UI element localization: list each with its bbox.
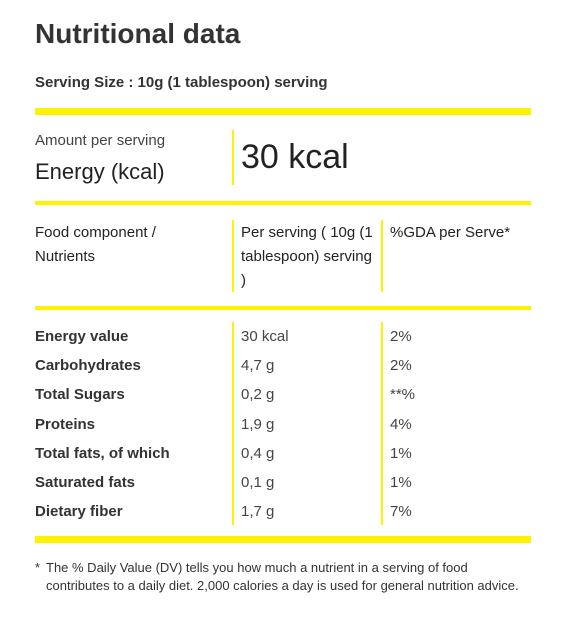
nutrient-name: Total fats, of which [35, 444, 170, 462]
column-divider [381, 220, 383, 292]
serving-size: Serving Size : 10g (1 tablespoon) servin… [35, 74, 328, 91]
nutrient-name: Energy value [35, 328, 129, 345]
per-serving: 0,2 g [241, 386, 275, 404]
gda-percent: 1% [390, 444, 412, 462]
header-cell: %GDA per Serve* [390, 224, 511, 241]
nutrient-name: Dietary fiber [35, 503, 123, 521]
gda-percent: 2% [390, 357, 412, 375]
per-serving: 0,1 g [241, 474, 275, 491]
nutrient-name: Total Sugars [35, 386, 125, 404]
column-divider [381, 322, 383, 525]
nutrient-name: Proteins [35, 415, 96, 433]
gda-percent: 4% [390, 415, 412, 433]
gda-percent: 2% [390, 328, 412, 345]
divider-bar [35, 108, 531, 115]
divider-bar [35, 536, 531, 543]
column-divider [232, 130, 234, 185]
energy-caption: Amount per serving [35, 132, 166, 149]
energy-value: 30 kcal [241, 138, 349, 176]
column-divider [232, 322, 234, 525]
footnote: The % Daily Value (DV) tells you how muc… [46, 560, 519, 593]
title: Nutritional data [35, 18, 241, 49]
nutrient-name: Saturated fats [35, 474, 136, 491]
per-serving: 0,4 g [241, 444, 275, 462]
per-serving: 30 kcal [241, 328, 289, 345]
header-cell: Per serving ( 10g (1 tablespoon) serving… [241, 224, 373, 289]
divider-bar [35, 201, 531, 205]
per-serving: 1,9 g [241, 415, 275, 433]
footnote-marker: * [35, 560, 41, 575]
gda-percent: 1% [390, 474, 412, 491]
column-divider [232, 220, 234, 292]
header-cell: Food component / Nutrients [35, 224, 156, 265]
per-serving: 1,7 g [241, 503, 275, 521]
per-serving: 4,7 g [241, 357, 275, 375]
gda-percent: **% [390, 386, 416, 404]
gda-percent: 7% [390, 503, 412, 521]
energy-label: Energy (kcal) [35, 159, 165, 184]
divider-bar [35, 306, 531, 310]
nutrient-name: Carbohydrates [35, 357, 141, 375]
